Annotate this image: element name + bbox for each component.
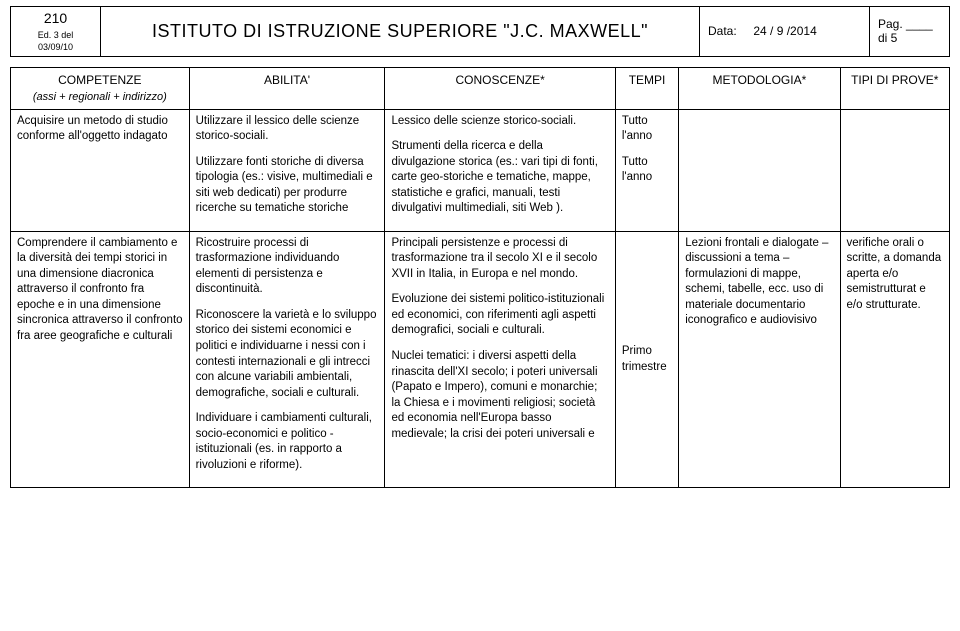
abilita-p1: Ricostruire processi di trasformazione i… [196,236,379,298]
conoscenze-cell: Principali persistenze e processi di tra… [385,231,615,487]
conoscenze-p1: Principali persistenze e processi di tra… [391,236,608,283]
competenze-cell: Comprendere il cambiamento e la diversit… [11,231,190,487]
col-competenze: COMPETENZE (assi + regionali + indirizzo… [11,67,190,109]
abilita-p3: Individuare i cambiamenti culturali, soc… [196,411,379,473]
competenze-label: COMPETENZE [58,73,141,87]
tipi-cell [840,109,949,231]
header-code-cell: 210 Ed. 3 del 03/09/10 [11,7,101,57]
col-tipi: TIPI DI PROVE* [840,67,949,109]
col-abilita: ABILITA' [189,67,385,109]
doc-title: ISTITUTO DI ISTRUZIONE SUPERIORE "J.C. M… [101,7,700,57]
abilita-cell: Ricostruire processi di trasformazione i… [189,231,385,487]
abilita-cell: Utilizzare il lessico delle scienze stor… [189,109,385,231]
abilita-p2: Riconoscere la varietà e lo sviluppo sto… [196,308,379,401]
tempi-cell: Primo trimestre [615,231,678,487]
competenze-cell: Acquisire un metodo di studio conforme a… [11,109,190,231]
metodologia-cell [679,109,840,231]
col-conoscenze: CONOSCENZE* [385,67,615,109]
abilita-p2: Utilizzare fonti storiche di diversa tip… [196,155,379,217]
conoscenze-p2: Evoluzione dei sistemi politico-istituzi… [391,292,608,339]
conoscenze-p3: Nuclei tematici: i diversi aspetti della… [391,349,608,442]
date-label: Data: [708,24,737,38]
conoscenze-cell: Lessico delle scienze storico-sociali. S… [385,109,615,231]
table-header-row: COMPETENZE (assi + regionali + indirizzo… [11,67,950,109]
doc-code: 210 [19,9,92,29]
table-row: Acquisire un metodo di studio conforme a… [11,109,950,231]
conoscenze-p2: Strumenti della ricerca e della divulgaz… [391,139,608,217]
col-metodologia: METODOLOGIA* [679,67,840,109]
tempi-value: Primo trimestre [622,344,672,375]
competenze-sub: (assi + regionali + indirizzo) [33,91,167,103]
tempi-cell: Tutto l'anno Tutto l'anno [615,109,678,231]
doc-page: Pag. ____ di 5 [870,7,950,57]
doc-date-cell: Data: 24 / 9 /2014 [700,7,870,57]
conoscenze-p1: Lessico delle scienze storico-sociali. [391,114,608,130]
metodologia-cell: Lezioni frontali e dialogate – discussio… [679,231,840,487]
tempi-p2: Tutto l'anno [622,155,672,186]
abilita-p1: Utilizzare il lessico delle scienze stor… [196,114,379,145]
table-row: Comprendere il cambiamento e la diversit… [11,231,950,487]
doc-edition: Ed. 3 del 03/09/10 [19,29,92,54]
document-header: 210 Ed. 3 del 03/09/10 ISTITUTO DI ISTRU… [10,6,950,57]
tipi-cell: verifiche orali o scritte, a domanda ape… [840,231,949,487]
date-value: 24 / 9 /2014 [753,24,816,38]
tempi-p1: Tutto l'anno [622,114,672,145]
curriculum-table: COMPETENZE (assi + regionali + indirizzo… [10,67,950,488]
col-tempi: TEMPI [615,67,678,109]
